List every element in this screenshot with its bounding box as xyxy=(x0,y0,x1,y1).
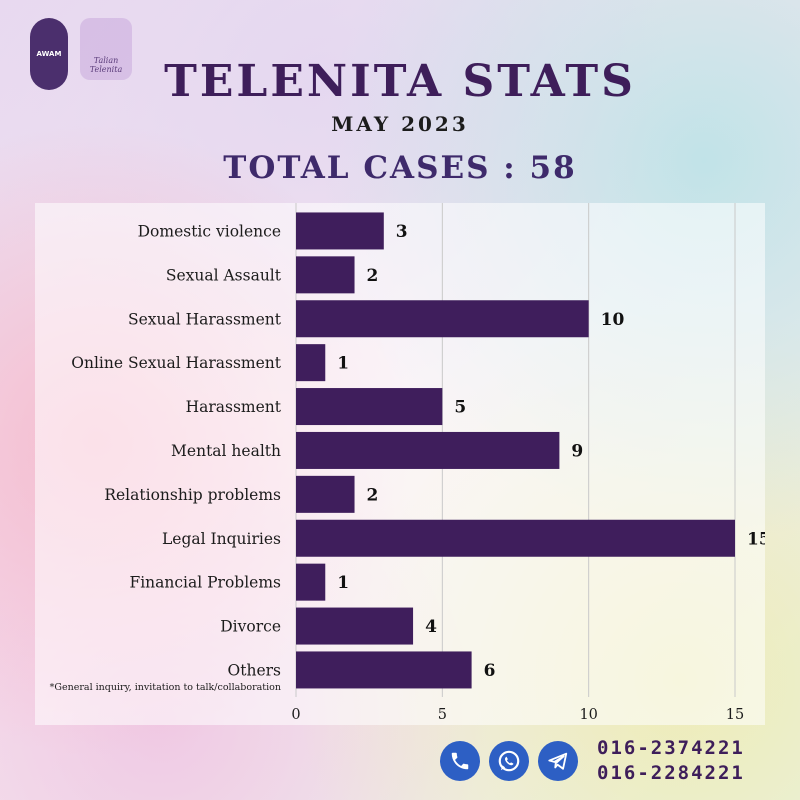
value-label: 1 xyxy=(337,354,349,374)
footnote: *General inquiry, invitation to talk/col… xyxy=(50,682,281,693)
telenita-logo-text: Talian Telenita xyxy=(89,56,123,74)
whatsapp-icon[interactable] xyxy=(489,741,529,781)
phone-number-2: 016-2284221 xyxy=(597,762,745,784)
value-label: 5 xyxy=(454,398,466,418)
category-label: Mental health xyxy=(171,442,281,460)
value-label: 3 xyxy=(396,222,408,242)
category-label: Financial Problems xyxy=(129,574,281,592)
value-label: 2 xyxy=(367,485,379,505)
x-tick-label: 10 xyxy=(579,707,597,723)
value-label: 6 xyxy=(484,661,496,681)
category-label: Legal Inquiries xyxy=(162,530,281,548)
value-label: 10 xyxy=(601,310,625,330)
value-label: 15 xyxy=(747,529,765,549)
telegram-icon[interactable] xyxy=(538,741,578,781)
category-label: Divorce xyxy=(220,618,281,636)
category-label: Relationship problems xyxy=(104,486,281,504)
bar xyxy=(296,212,384,250)
value-label: 4 xyxy=(425,617,437,637)
total-cases: TOTAL CASES : 58 xyxy=(223,150,577,186)
value-label: 2 xyxy=(367,266,379,286)
bar xyxy=(296,519,735,557)
category-label: Sexual Harassment xyxy=(128,310,282,328)
bar xyxy=(296,475,355,513)
x-tick-label: 0 xyxy=(291,707,300,723)
page-subtitle: MAY 2023 xyxy=(331,112,469,136)
category-label: Domestic violence xyxy=(138,222,281,240)
bar xyxy=(296,651,472,689)
bar xyxy=(296,431,560,469)
chart-panel: 0 5 10 15 Domestic violence 3 Sexual Assault 2 S… xyxy=(35,203,765,725)
bar xyxy=(296,607,414,645)
category-label: Harassment xyxy=(186,398,282,416)
category-label: Others xyxy=(228,661,282,679)
x-tick-label: 15 xyxy=(726,707,744,723)
phone-number-1: 016-2374221 xyxy=(597,737,745,759)
category-label: Sexual Assault xyxy=(166,266,282,284)
bar xyxy=(296,388,443,426)
category-label: Online Sexual Harassment xyxy=(71,354,281,372)
value-label: 9 xyxy=(571,441,583,461)
bar xyxy=(296,344,326,382)
bar xyxy=(296,300,589,338)
bar xyxy=(296,563,326,601)
telenita-logo: Talian Telenita xyxy=(80,18,132,80)
awam-logo-text: AWAM xyxy=(36,50,62,58)
phone-icon[interactable] xyxy=(440,741,480,781)
value-label: 1 xyxy=(337,573,349,593)
bar xyxy=(296,256,355,294)
page-title: TELENITA STATS xyxy=(164,56,636,107)
x-tick-label: 5 xyxy=(438,707,447,723)
awam-logo: AWAM xyxy=(30,18,68,90)
